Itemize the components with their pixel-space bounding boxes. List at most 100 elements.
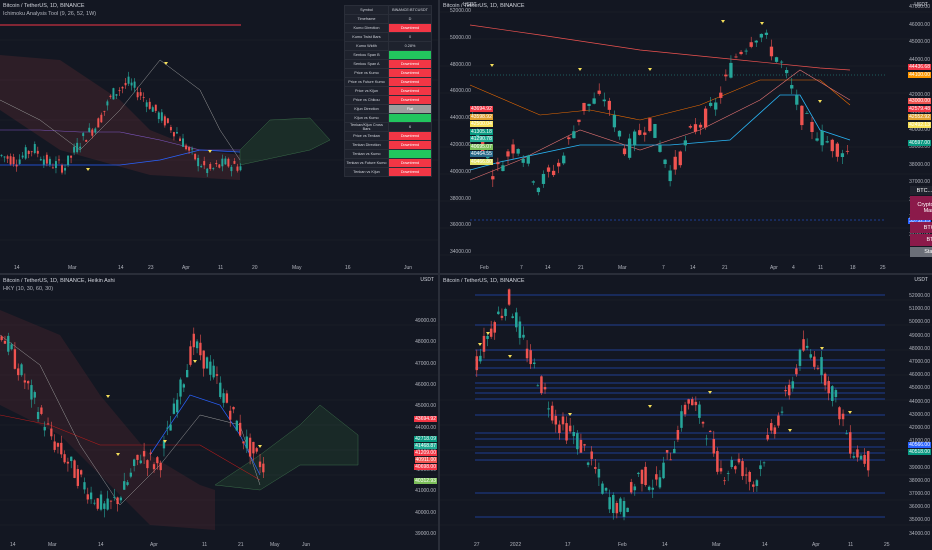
pane-title: Bitcoin / TetherUS, 1D, BINANCE bbox=[443, 278, 525, 284]
y-axis-tick: 51000.00 bbox=[909, 306, 930, 313]
signal-marker bbox=[818, 100, 822, 103]
vertical-divider[interactable] bbox=[438, 0, 440, 550]
row-value: 0 bbox=[388, 32, 432, 42]
x-axis-tick: 14 bbox=[545, 265, 551, 271]
table-row: Price vs Chikou Downtrend bbox=[344, 95, 432, 105]
row-label: Senkou Span B bbox=[344, 50, 389, 60]
table-header-value: BINANCE:BTCUSDT bbox=[388, 5, 432, 15]
table-header-label: Symbol bbox=[344, 5, 389, 15]
price-label: 40566.00 bbox=[908, 442, 931, 448]
y-axis-tick-right: 44000.00 bbox=[909, 56, 930, 63]
y-axis-tick: 50000.00 bbox=[450, 34, 471, 41]
x-axis-tick: Mar bbox=[712, 542, 721, 548]
signal-marker bbox=[820, 347, 824, 350]
x-axis-tick: Mar bbox=[48, 542, 57, 548]
ma-200 bbox=[469, 24, 851, 71]
price-label: 42500.04 bbox=[470, 121, 493, 127]
ma-100 bbox=[469, 79, 851, 121]
price-label-right: 44100.00 bbox=[908, 72, 931, 78]
y-axis-tick-right: 40000.00 bbox=[909, 126, 930, 133]
currency-label: USDT bbox=[914, 277, 928, 283]
y-axis-tick: 47000.00 bbox=[909, 359, 930, 365]
x-axis-tick: 21 bbox=[238, 542, 244, 548]
row-value: D bbox=[388, 14, 432, 24]
pane-bottom-left[interactable]: Bitcoin / TetherUS, 1D, BINANCE, Heikin … bbox=[0, 275, 438, 550]
row-label: Price vs Future Kumo bbox=[344, 77, 389, 87]
row-label: Kumo Twist Bars bbox=[344, 32, 389, 42]
row-label: Timeframe bbox=[344, 14, 389, 24]
table-row: Kijun vs Kumo bbox=[344, 113, 432, 123]
kijun-line bbox=[469, 94, 851, 171]
x-axis-tick: 16 bbox=[345, 265, 351, 271]
y-axis-tick: 39000.00 bbox=[909, 464, 930, 471]
price-label: 43694.92 bbox=[470, 106, 493, 112]
x-axis-tick: Apr bbox=[812, 542, 820, 548]
x-axis-tick: Apr bbox=[182, 265, 190, 271]
chart-canvas[interactable] bbox=[0, 0, 438, 273]
y-axis-tick: 46000.00 bbox=[909, 372, 930, 379]
y-axis-tick: 44000.00 bbox=[450, 115, 471, 122]
signal-marker bbox=[848, 411, 852, 414]
table-row: Price vs Kumo Downtrend bbox=[344, 68, 432, 78]
price-label: 40695.07 bbox=[470, 143, 493, 150]
pane-top-right[interactable]: Bitcoin / TetherUS, 1D, BINANCE USDT USD… bbox=[440, 0, 932, 273]
pane-bottom-right[interactable]: Bitcoin / TetherUS, 1D, BINANCE USDT 520… bbox=[440, 275, 932, 550]
y-axis-tick: 45000.00 bbox=[415, 403, 436, 410]
x-axis-tick: 23 bbox=[148, 265, 154, 271]
x-axis-tick: Mar bbox=[68, 265, 77, 271]
x-axis-tick: Feb bbox=[480, 265, 489, 271]
chikou-line bbox=[0, 334, 261, 506]
y-axis-tick: 48000.00 bbox=[415, 339, 436, 346]
row-value: Downtrend bbox=[388, 158, 432, 168]
x-axis-tick: 14 bbox=[690, 265, 696, 271]
x-axis-tick: May bbox=[270, 542, 280, 548]
row-label: Tenkan vs Kumo bbox=[344, 149, 389, 159]
chart-canvas[interactable] bbox=[0, 275, 438, 550]
price-label-right: 40597.00 bbox=[908, 140, 931, 146]
signal-marker bbox=[708, 391, 712, 394]
horizontal-divider[interactable] bbox=[0, 273, 932, 275]
ma-50 bbox=[469, 69, 851, 181]
table-row: Senkou Span A Downtrend bbox=[344, 59, 432, 69]
y-axis-tick: 38000.00 bbox=[909, 477, 930, 484]
signal-marker bbox=[193, 360, 197, 363]
y-axis-tick-right: 46000.00 bbox=[909, 21, 930, 28]
row-label: Price vs Chikou bbox=[344, 95, 389, 105]
price-label: 41290.78 bbox=[470, 136, 493, 142]
row-value: Downtrend bbox=[388, 23, 432, 33]
x-axis-tick: Mar bbox=[618, 265, 627, 271]
signal-marker bbox=[258, 445, 262, 448]
kumo-cloud-bearish bbox=[0, 310, 215, 530]
row-value: 6 bbox=[388, 122, 432, 132]
table-row: Timeframe D bbox=[344, 14, 432, 24]
x-axis-tick: 11 bbox=[848, 542, 854, 548]
y-axis-tick: 48000.00 bbox=[450, 61, 471, 68]
signal-marker bbox=[106, 395, 110, 398]
y-axis-tick: 42000.00 bbox=[909, 425, 930, 431]
signal-marker bbox=[164, 62, 168, 65]
signal-marker bbox=[568, 413, 572, 416]
table-row: Tenkan vs Future Kumo Downtrend bbox=[344, 158, 432, 168]
price-label: 41468.87 bbox=[414, 443, 437, 449]
candles-series bbox=[470, 29, 850, 196]
chart-canvas[interactable] bbox=[440, 0, 932, 273]
table-row: Tenkan vs Kijun Downtrend bbox=[344, 167, 432, 177]
signal-marker bbox=[648, 68, 652, 71]
row-label: Kumo Width bbox=[344, 41, 389, 51]
price-label: 40698.00 bbox=[414, 464, 437, 470]
y-axis-tick: 47000.00 bbox=[415, 360, 436, 367]
y-axis-tick: 44000.00 bbox=[415, 424, 436, 431]
y-axis-tick-right: 41000.00 bbox=[909, 109, 930, 115]
signal-marker bbox=[760, 22, 764, 25]
chart-canvas[interactable] bbox=[440, 275, 932, 550]
price-label: 40518.00 bbox=[908, 449, 931, 455]
x-axis-tick: 2022 bbox=[510, 542, 522, 548]
row-label: Tenkan vs Kijun bbox=[344, 167, 389, 177]
price-label: 40911.00 bbox=[414, 457, 437, 463]
pane-top-left[interactable]: Bitcoin / TetherUS, 1D, BINANCE Ichimoku… bbox=[0, 0, 438, 273]
y-axis-tick-right: 39000.00 bbox=[909, 144, 930, 150]
indicator-title: Ichimoku Analysis Tool (9, 26, 52, 1W) bbox=[3, 11, 97, 17]
price-label: 43694.92 bbox=[414, 416, 437, 422]
x-axis-tick: 7 bbox=[662, 265, 665, 271]
price-label: 42718.09 bbox=[414, 436, 437, 442]
